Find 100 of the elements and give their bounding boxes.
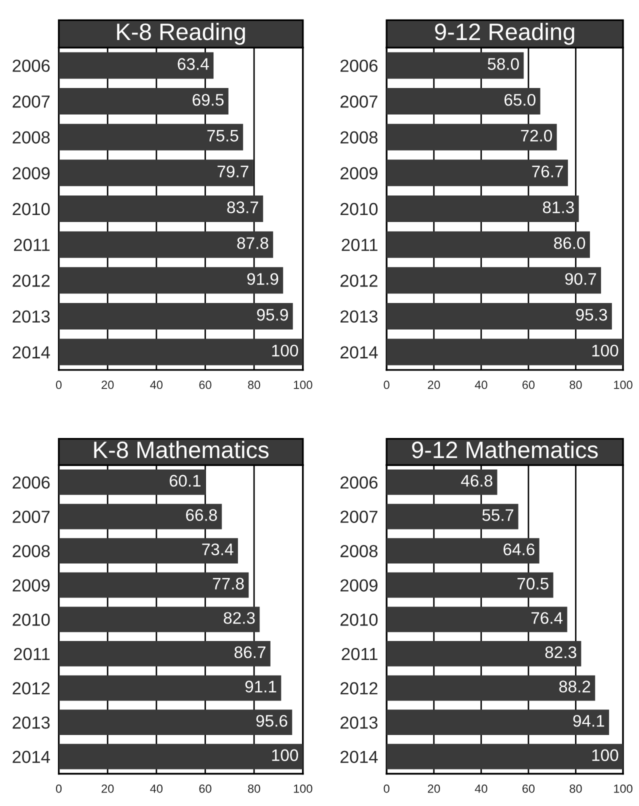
x-tick-label: 60	[522, 784, 535, 793]
bar	[386, 710, 610, 735]
y-tick-label: 2006	[340, 60, 378, 72]
y-tick-label: 2010	[340, 202, 378, 216]
bar	[58, 88, 228, 115]
data-label: 76.4	[531, 612, 563, 624]
x-tick-label: 0	[384, 380, 390, 390]
y-tick-label: 2014	[12, 346, 50, 359]
bar	[386, 641, 582, 666]
x-tick-label: 0	[56, 380, 62, 390]
bar	[386, 160, 568, 186]
y-tick-label: 2011	[342, 648, 378, 660]
x-tick-label: 60	[522, 380, 535, 390]
bar	[58, 231, 274, 258]
y-tick-label: 2013	[340, 716, 378, 729]
data-label: 46.8	[461, 474, 492, 487]
y-tick-label: 2006	[340, 476, 378, 489]
x-tick-label: 40	[474, 784, 488, 793]
data-label: 77.8	[212, 578, 244, 590]
data-label: 94.1	[573, 714, 604, 727]
y-tick-label: 2008	[340, 544, 378, 558]
x-tick-label: 20	[102, 784, 114, 793]
bar	[386, 267, 602, 294]
data-label: 65.0	[504, 94, 536, 106]
data-label: 63.4	[178, 58, 209, 70]
data-label: 87.8	[237, 237, 268, 250]
data-label: 91.1	[245, 680, 276, 692]
x-tick-label: 20	[102, 380, 114, 390]
y-tick-label: 2013	[12, 310, 50, 323]
bar	[386, 124, 557, 150]
data-label: 82.3	[224, 612, 255, 624]
data-label: 64.6	[504, 543, 534, 556]
bar	[58, 504, 222, 530]
y-tick-label: 2012	[340, 682, 378, 694]
x-tick-label: 100	[294, 380, 312, 390]
x-tick-label: 0	[384, 784, 390, 793]
chart-title: K-8 Reading	[117, 22, 245, 45]
chart-title: 9-12 Mathematics	[412, 440, 598, 458]
bar	[386, 504, 518, 530]
bar	[386, 470, 498, 495]
data-label: 81.3	[542, 201, 574, 214]
data-label: 79.7	[218, 166, 248, 178]
data-label: 88.2	[559, 680, 590, 692]
y-tick-label: 2009	[340, 579, 378, 592]
bar	[58, 538, 238, 564]
data-label: 100	[272, 749, 298, 762]
data-label: 66.8	[186, 509, 217, 521]
y-tick-label: 2012	[12, 682, 50, 694]
bar	[386, 88, 540, 115]
y-tick-label: 2007	[12, 95, 50, 108]
x-tick-label: 100	[614, 784, 632, 793]
data-label: 69.5	[192, 94, 224, 106]
data-label: 76.7	[532, 166, 563, 178]
bar	[386, 338, 624, 366]
bar	[58, 744, 303, 770]
y-tick-label: 2011	[14, 648, 50, 660]
chart-title: 9-12 Reading	[435, 22, 574, 45]
bar	[386, 538, 540, 564]
bar	[58, 52, 214, 79]
bar	[58, 160, 254, 186]
y-tick-label: 2014	[340, 346, 378, 359]
chart-title: K-8 Mathematics	[94, 440, 269, 458]
bar	[58, 606, 260, 632]
data-label: 90.7	[565, 273, 596, 285]
bar	[386, 302, 612, 330]
data-label: 100	[592, 344, 618, 357]
bar	[58, 675, 282, 701]
data-label: 100	[592, 749, 618, 762]
data-label: 75.5	[207, 130, 238, 142]
x-tick-label: 80	[248, 784, 260, 793]
bar	[386, 52, 524, 79]
x-tick-label: 60	[199, 380, 212, 390]
bar	[58, 338, 303, 366]
bar	[58, 470, 206, 495]
bar	[58, 641, 270, 666]
x-tick-label: 100	[294, 784, 312, 793]
y-tick-label: 2009	[12, 167, 50, 180]
bar	[386, 196, 579, 222]
bar	[386, 572, 554, 598]
data-label: 86.0	[554, 237, 586, 250]
data-label: 86.7	[234, 646, 266, 658]
data-label: 95.9	[257, 308, 288, 321]
bar	[58, 572, 249, 598]
data-label: 100	[272, 344, 298, 357]
data-label: 73.4	[202, 543, 234, 556]
y-tick-label: 2013	[340, 310, 378, 323]
bar	[58, 124, 244, 150]
bar	[58, 267, 284, 294]
y-tick-label: 2006	[12, 60, 50, 72]
data-label: 91.9	[247, 273, 278, 285]
bar	[386, 606, 568, 632]
data-label: 82.3	[545, 646, 576, 658]
data-label: 95.6	[256, 714, 288, 727]
bar	[58, 196, 264, 222]
bar	[386, 675, 596, 701]
x-tick-label: 40	[150, 380, 163, 390]
y-tick-label: 2012	[12, 274, 50, 287]
y-tick-label: 2007	[340, 510, 378, 523]
y-tick-label: 2006	[12, 476, 50, 489]
y-tick-label: 2011	[14, 238, 50, 252]
